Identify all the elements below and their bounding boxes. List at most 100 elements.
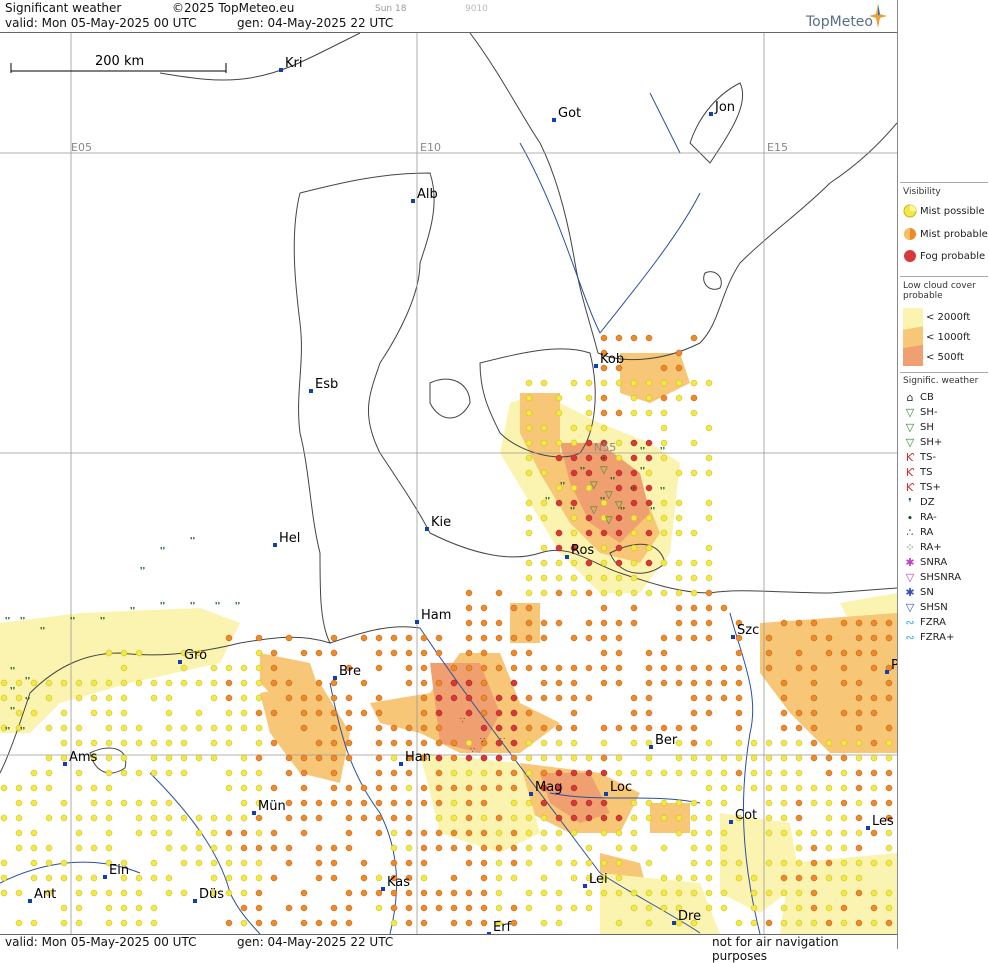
- visibility-dot: [255, 769, 263, 777]
- visibility-dot: [720, 694, 728, 702]
- visibility-dot: [15, 694, 23, 702]
- visibility-dot: [600, 454, 608, 462]
- visibility-dot: [540, 499, 548, 507]
- visibility-dot: [450, 919, 458, 927]
- visibility-dot: [555, 889, 563, 897]
- visibility-dot: [735, 709, 743, 717]
- visibility-dot: [615, 589, 623, 597]
- visibility-dot: [375, 754, 383, 762]
- drizzle-symbol: ❜❜: [640, 466, 645, 475]
- weather-map[interactable]: ❜❜ ❜❜ ❜❜ ❜❜ ❜❜ ❜❜ ❜❜ ❜❜ ❜❜ ❜❜ ❜❜ ❜❜ ❜❜ ❜❜ ❜❜ ❜❜ ❜❜ ❜❜ ❜❜ ❜❜…: [0, 33, 897, 934]
- cloud-area: [0, 608, 240, 733]
- visibility-dot: [690, 709, 698, 717]
- visibility-dot: [0, 679, 8, 687]
- visibility-dot: [720, 799, 728, 807]
- sh-light-icon: ▽: [905, 405, 915, 419]
- visibility-dot: [645, 799, 653, 807]
- visibility-dot: [90, 739, 98, 747]
- visibility-dot: [510, 634, 518, 642]
- visibility-dot: [600, 769, 608, 777]
- visibility-dot: [795, 709, 803, 717]
- visibility-dot: [660, 844, 668, 852]
- visibility-dot: [375, 664, 383, 672]
- visibility-dot: [135, 814, 143, 822]
- visibility-dot: [600, 724, 608, 732]
- legend-sig-label: FZRA: [920, 616, 946, 628]
- visibility-dot: [135, 874, 143, 882]
- coastline: [429, 378, 471, 419]
- visibility-dot: [525, 439, 533, 447]
- visibility-dot: [210, 829, 218, 837]
- visibility-dot: [555, 484, 563, 492]
- visibility-dot: [135, 649, 143, 657]
- visibility-dot: [150, 919, 158, 927]
- visibility-dot: [735, 634, 743, 642]
- visibility-dot: [675, 769, 683, 777]
- visibility-dot: [735, 874, 743, 882]
- rain-symbol: ∵: [470, 746, 475, 755]
- visibility-dot: [495, 634, 503, 642]
- visibility-dot: [585, 874, 593, 882]
- visibility-dot: [540, 679, 548, 687]
- city-marker: [729, 820, 733, 824]
- visibility-dot: [540, 694, 548, 702]
- city-marker: [649, 745, 653, 749]
- visibility-dot: [570, 799, 578, 807]
- visibility-dot: [30, 799, 38, 807]
- legend-sig-sh: ▽ SH: [903, 419, 934, 435]
- visibility-dot: [300, 709, 308, 717]
- visibility-dot: [705, 619, 713, 627]
- visibility-dot: [570, 634, 578, 642]
- visibility-dot: [405, 679, 413, 687]
- visibility-dot: [525, 529, 533, 537]
- visibility-dot: [480, 799, 488, 807]
- visibility-dot: [645, 904, 653, 912]
- visibility-dot: [180, 679, 188, 687]
- visibility-dot: [285, 859, 293, 867]
- visibility-dot: [615, 439, 623, 447]
- visibility-dot: [90, 784, 98, 792]
- visibility-dot: [90, 874, 98, 882]
- visibility-dot: [420, 799, 428, 807]
- visibility-dot: [315, 709, 323, 717]
- visibility-dot: [750, 784, 758, 792]
- visibility-dot: [480, 829, 488, 837]
- visibility-dot: [330, 859, 338, 867]
- visibility-dot: [780, 874, 788, 882]
- visibility-dot: [855, 619, 863, 627]
- visibility-dot: [525, 589, 533, 597]
- visibility-dot: [600, 529, 608, 537]
- visibility-dot: [600, 739, 608, 747]
- footer-gen: gen: 04-May-2025 22 UTC: [237, 935, 394, 949]
- drizzle-symbol: ❜❜: [130, 606, 135, 615]
- mist-probable-label: Mist probable: [920, 228, 988, 240]
- visibility-dot: [405, 874, 413, 882]
- coastline: [703, 271, 722, 290]
- visibility-dot: [735, 814, 743, 822]
- rain-symbol: ∵: [460, 716, 465, 725]
- visibility-dot: [75, 874, 83, 882]
- visibility-dot: [390, 754, 398, 762]
- visibility-dot: [540, 634, 548, 642]
- visibility-dot: [135, 769, 143, 777]
- visibility-dot: [765, 784, 773, 792]
- visibility-dot: [60, 724, 68, 732]
- visibility-dot: [555, 724, 563, 732]
- visibility-dot: [600, 664, 608, 672]
- visibility-dot: [345, 709, 353, 717]
- visibility-dot: [435, 769, 443, 777]
- visibility-dot: [465, 664, 473, 672]
- visibility-dot: [165, 769, 173, 777]
- visibility-dot: [210, 739, 218, 747]
- visibility-dot: [225, 769, 233, 777]
- visibility-dot: [525, 619, 533, 627]
- visibility-dot: [495, 829, 503, 837]
- visibility-dot: [420, 844, 428, 852]
- fog-probable-icon: [904, 250, 916, 262]
- weather-symbols: ❜❜ ❜❜ ❜❜ ❜❜ ❜❜ ❜❜ ❜❜ ❜❜ ❜❜ ❜❜ ❜❜ ❜❜ ❜❜ ❜❜ ❜❜ ❜❜ ❜❜ ❜❜ ❜❜ ❜❜…: [5, 446, 665, 755]
- visibility-dot: [750, 769, 758, 777]
- visibility-dot: [600, 499, 608, 507]
- visibility-dot: [195, 844, 203, 852]
- visibility-dot: [180, 814, 188, 822]
- drizzle-symbol: ❜❜: [580, 466, 585, 475]
